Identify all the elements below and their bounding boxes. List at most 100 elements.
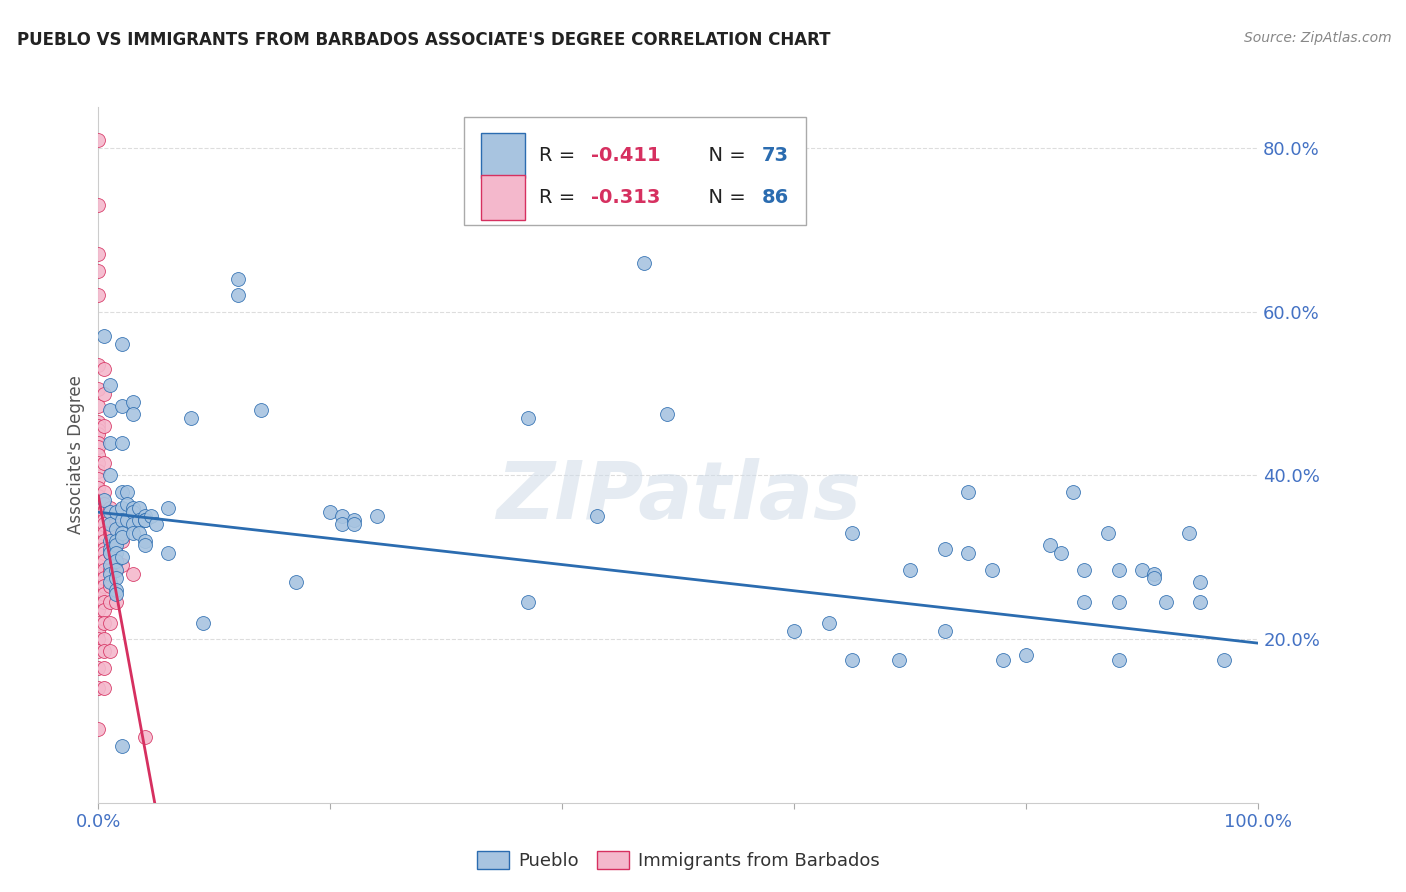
Point	[1097, 525, 1119, 540]
Point	[98, 595, 121, 609]
Point	[330, 509, 353, 524]
Point	[134, 533, 156, 548]
Point	[98, 501, 121, 516]
Point	[957, 546, 980, 560]
Point	[93, 554, 115, 568]
Point	[98, 403, 121, 417]
Point	[128, 513, 150, 527]
Point	[900, 562, 922, 576]
Point	[366, 509, 388, 524]
Point	[87, 513, 110, 527]
Point	[122, 394, 145, 409]
Point	[98, 517, 121, 532]
Point	[343, 517, 366, 532]
Point	[87, 473, 110, 487]
Point	[87, 554, 110, 568]
Point	[111, 435, 132, 450]
Point	[841, 525, 863, 540]
Point	[87, 615, 110, 630]
Point	[87, 681, 110, 696]
Point	[93, 492, 115, 507]
Point	[122, 525, 145, 540]
Point	[111, 739, 132, 753]
Point	[98, 574, 121, 589]
Point	[87, 550, 110, 565]
Point	[98, 378, 121, 392]
Point	[117, 497, 139, 511]
Point	[134, 509, 156, 524]
Point	[128, 501, 150, 516]
Point	[87, 722, 110, 736]
Point	[93, 484, 115, 499]
Point	[87, 435, 110, 450]
Point	[104, 571, 127, 585]
Point	[98, 533, 121, 548]
Point	[180, 411, 202, 425]
Point	[145, 517, 167, 532]
Point	[87, 603, 110, 617]
Point	[87, 538, 110, 552]
Point	[226, 288, 249, 302]
Point	[93, 681, 115, 696]
Point	[111, 525, 132, 540]
Point	[104, 562, 127, 576]
Point	[157, 501, 180, 516]
Point	[111, 530, 132, 544]
Point	[655, 407, 678, 421]
Point	[104, 533, 127, 548]
Point	[104, 538, 127, 552]
Point	[104, 505, 127, 519]
Text: 73: 73	[762, 146, 789, 165]
Point	[98, 546, 121, 560]
Point	[93, 595, 115, 609]
Point	[87, 133, 110, 147]
Point	[1073, 595, 1095, 609]
Point	[111, 501, 132, 516]
Point	[104, 582, 127, 597]
Point	[104, 595, 127, 609]
Point	[93, 542, 115, 557]
Point	[104, 554, 127, 568]
Point	[87, 562, 110, 576]
Point	[93, 603, 115, 617]
Point	[104, 546, 127, 560]
Point	[98, 579, 121, 593]
Point	[134, 513, 156, 527]
Point	[93, 497, 115, 511]
Text: N =: N =	[696, 188, 752, 207]
Point	[87, 456, 110, 470]
Point	[87, 440, 110, 454]
Point	[122, 505, 145, 519]
Point	[586, 509, 609, 524]
Point	[139, 509, 162, 524]
Point	[319, 505, 342, 519]
Point	[343, 513, 366, 527]
Point	[87, 423, 110, 437]
Point	[87, 419, 110, 434]
Point	[98, 542, 121, 557]
Text: N =: N =	[696, 146, 752, 165]
Point	[1108, 652, 1130, 666]
Point	[98, 525, 121, 540]
Point	[87, 464, 110, 478]
Point	[87, 579, 110, 593]
Point	[1062, 484, 1084, 499]
Point	[111, 550, 132, 565]
Point	[87, 264, 110, 278]
Point	[1108, 595, 1130, 609]
Point	[93, 517, 115, 532]
Point	[93, 562, 115, 576]
Point	[93, 362, 115, 376]
Point	[1038, 538, 1062, 552]
Point	[93, 525, 115, 540]
Point	[1050, 546, 1073, 560]
Point	[87, 198, 110, 212]
Point	[1015, 648, 1038, 663]
Point	[87, 632, 110, 646]
Point	[934, 542, 956, 557]
Point	[1132, 562, 1154, 576]
Point	[1143, 571, 1166, 585]
Point	[98, 615, 121, 630]
Point	[87, 509, 110, 524]
Point	[111, 484, 132, 499]
